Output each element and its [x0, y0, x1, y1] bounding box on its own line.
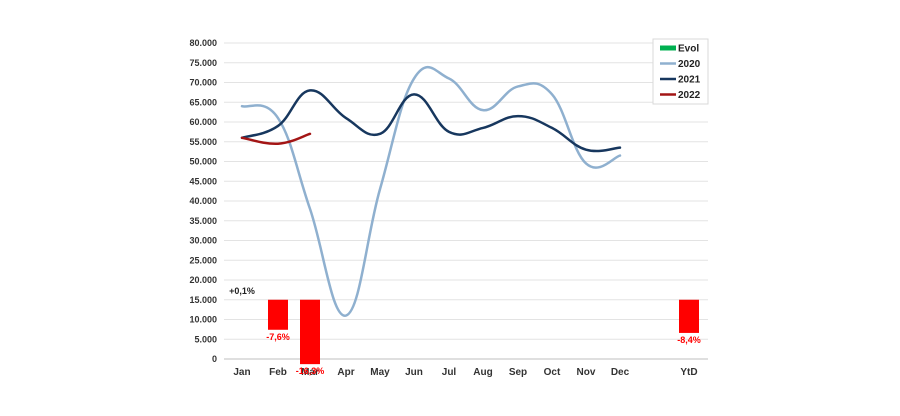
- series-line-2022: [240, 132, 312, 145]
- y-tick-label: 40.000: [189, 196, 217, 206]
- x-tick-label: Aug: [473, 367, 492, 378]
- y-tick-label: 35.000: [189, 216, 217, 226]
- y-tick-label: 20.000: [189, 275, 217, 285]
- x-tick-label: Mar: [301, 367, 319, 378]
- y-tick-label: 55.000: [189, 137, 217, 147]
- x-tick-label: Nov: [577, 367, 596, 378]
- y-tick-label: 45.000: [189, 176, 217, 186]
- x-tick-label: Apr: [337, 367, 354, 378]
- x-tick-label: YtD: [680, 367, 697, 378]
- y-tick-label: 0: [212, 354, 217, 364]
- y-tick-label: 70.000: [189, 78, 217, 88]
- y-tick-label: 65.000: [189, 97, 217, 107]
- legend: Evol 2020 2021 2022: [652, 38, 709, 105]
- x-tick-label: Jan: [233, 367, 250, 378]
- legend-label: 2021: [678, 75, 701, 86]
- evol-data-label: -8,4%: [677, 335, 701, 345]
- x-tick-label: Jun: [405, 367, 423, 378]
- evol-bar: [268, 299, 288, 330]
- series-line-2020: [240, 65, 622, 317]
- y-tick-label: 75.000: [189, 58, 217, 68]
- y-tick-label: 60.000: [189, 117, 217, 127]
- x-tick-label: Feb: [269, 367, 287, 378]
- x-tick-label: Sep: [509, 367, 527, 378]
- y-tick-label: 50.000: [189, 157, 217, 167]
- y-tick-label: 30.000: [189, 236, 217, 246]
- y-tick-label: 25.000: [189, 255, 217, 265]
- x-tick-label: Oct: [544, 367, 561, 378]
- legend-label: Evol: [678, 44, 699, 55]
- series-lines: [240, 65, 622, 317]
- evol-bar: [679, 299, 699, 333]
- y-axis-ticks: 0 5.000 10.000 15.000 20.000 25.000 30.000 35.0…: [189, 38, 217, 364]
- y-tick-label: 5.000: [194, 334, 217, 344]
- x-tick-label: Jul: [442, 367, 457, 378]
- gridlines: [224, 42, 708, 360]
- evol-data-label: -16,3%: [296, 366, 325, 376]
- evol-bars: +0,1% -7,6% -16,3% -8,4%: [229, 286, 701, 376]
- evol-bar: [300, 299, 320, 365]
- y-tick-label: 10.000: [189, 315, 217, 325]
- legend-label: 2022: [678, 90, 701, 101]
- x-tick-label: Dec: [611, 367, 630, 378]
- y-tick-label: 80.000: [189, 38, 217, 48]
- x-axis-ticks: Jan Feb Mar Apr May Jun Jul Aug Sep Oct Nov Dec YtD: [233, 367, 697, 378]
- x-tick-label: May: [370, 367, 390, 378]
- evol-data-label: -7,6%: [266, 332, 290, 342]
- series-line-2021: [240, 89, 622, 153]
- evol-data-label: +0,1%: [229, 286, 255, 296]
- legend-label: 2020: [678, 59, 701, 70]
- y-tick-label: 15.000: [189, 295, 217, 305]
